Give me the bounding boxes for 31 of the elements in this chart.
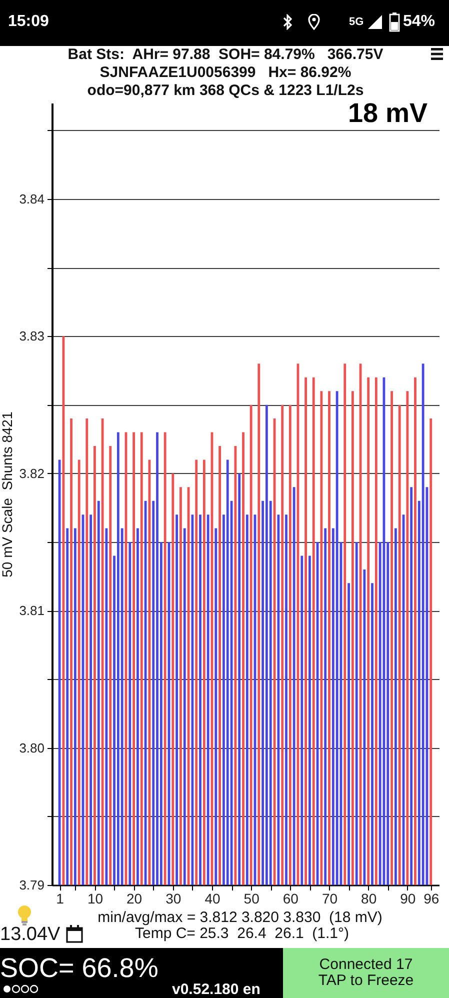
text: 54% <box>403 13 436 30</box>
text: SOC= 66.8% <box>0 953 158 983</box>
y-tick-label: 3.80 <box>19 740 44 756</box>
text: TAP to Freeze <box>318 972 414 989</box>
text: Temp C= 25.3 26.4 26.1 (1.1°) <box>134 925 350 942</box>
x-tick-label: 10 <box>87 890 104 906</box>
x-tick-label: 30 <box>166 890 182 906</box>
x-tick-label: 70 <box>322 890 338 906</box>
y-tick-label: 3.79 <box>19 878 44 892</box>
x-tick-label: 96 <box>424 890 440 906</box>
text: Connected 17 <box>319 956 413 973</box>
x-tick-label: 50 <box>244 890 260 906</box>
text: 15:09 <box>8 13 49 30</box>
x-tick-label: 80 <box>361 890 377 906</box>
chart-title: Bat Sts: AHr= 97.88 SOH= 84.79% 366.75V <box>68 46 384 63</box>
text: min/avg/max = 3.812 3.820 3.830 (18 mV) <box>98 909 382 926</box>
y-axis-title: 50 mV Scale Shunts 8421 <box>0 411 16 578</box>
y-tick-label: 3.83 <box>19 328 44 344</box>
x-tick-label: 40 <box>204 890 220 906</box>
annotation: 18 mV <box>348 98 428 128</box>
text: v0.52.180 en <box>172 981 260 998</box>
text: 5G <box>349 16 364 28</box>
x-tick-label: 90 <box>400 890 416 906</box>
y-tick-label: 3.81 <box>19 603 44 618</box>
text: 13.04V <box>0 924 60 945</box>
x-tick-label: 1 <box>56 890 64 906</box>
x-tick-label: 20 <box>126 890 142 906</box>
chart-subtitle: SJNFAAZE1U0056399 Hx= 86.92% odo=90,877 km 368 QCs & 1223 L1/L2s <box>87 64 364 99</box>
y-tick-label: 3.82 <box>19 466 44 481</box>
x-tick-label: 60 <box>282 890 299 906</box>
y-tick-label: 3.84 <box>19 192 44 207</box>
